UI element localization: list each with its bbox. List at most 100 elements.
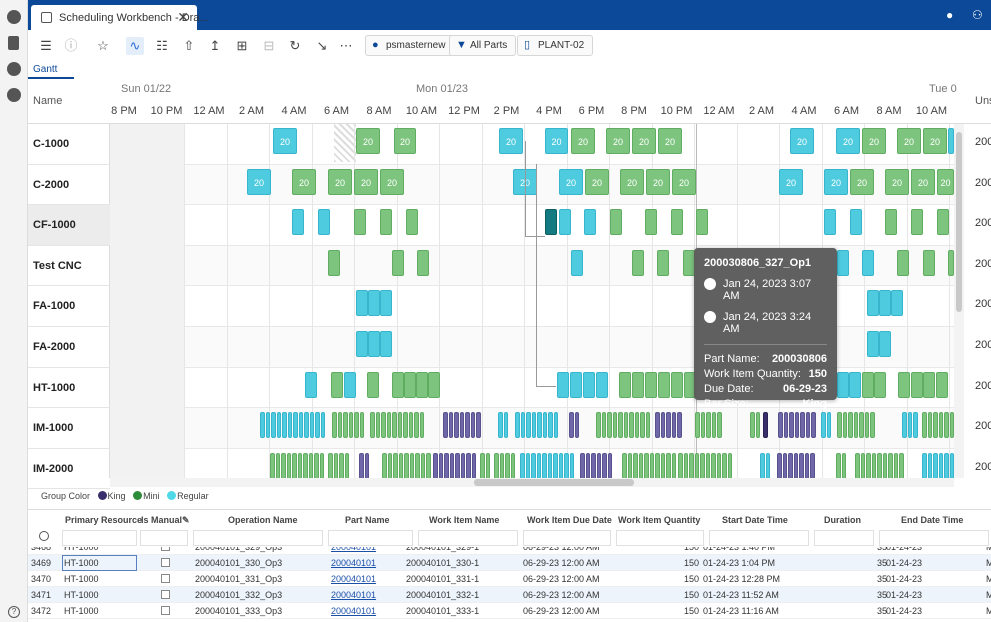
operation-bar[interactable] <box>571 249 583 276</box>
operation-bar[interactable]: 20 <box>862 128 886 154</box>
document-icon[interactable] <box>8 36 19 50</box>
operation-bar[interactable] <box>387 452 392 478</box>
operation-bar[interactable] <box>821 412 826 439</box>
add-row-icon[interactable]: ⊞ <box>236 38 248 53</box>
operation-bar[interactable] <box>275 452 280 478</box>
operation-bar[interactable] <box>526 412 531 439</box>
filter-end[interactable] <box>879 530 989 546</box>
list-view-icon[interactable]: ☷ <box>156 38 168 53</box>
operation-bar[interactable]: 20 <box>646 168 670 195</box>
operation-bar[interactable] <box>804 452 809 478</box>
operation-bar[interactable] <box>694 452 699 478</box>
operation-bar[interactable] <box>860 452 865 478</box>
operation-bar[interactable] <box>596 371 608 398</box>
operation-bar[interactable] <box>380 290 392 317</box>
operation-bar[interactable] <box>537 412 542 439</box>
operation-bar[interactable] <box>368 331 380 357</box>
filter-part-name[interactable] <box>328 530 413 546</box>
grid-row[interactable]: 3468 HT-1000 200040101_329_Op3 200040101 200… <box>28 547 991 555</box>
filter-operation-name[interactable] <box>193 530 323 546</box>
operation-bar[interactable] <box>303 452 308 478</box>
operation-bar[interactable] <box>359 412 364 439</box>
operation-bar[interactable] <box>888 452 893 478</box>
operation-bar[interactable] <box>408 412 413 439</box>
operation-bar[interactable] <box>328 452 333 478</box>
chart-icon[interactable]: ↘ <box>316 38 328 53</box>
operation-bar[interactable] <box>750 412 755 439</box>
operation-bar[interactable] <box>645 412 650 439</box>
operation-bar[interactable] <box>649 452 654 478</box>
operation-bar[interactable] <box>276 412 281 439</box>
operation-bar[interactable] <box>444 452 449 478</box>
operation-bar[interactable] <box>862 371 874 398</box>
operation-bar[interactable] <box>459 412 464 439</box>
operation-bar[interactable] <box>419 412 424 439</box>
operation-bar[interactable] <box>584 209 596 236</box>
refresh-icon[interactable]: ↻ <box>289 38 301 53</box>
operation-bar[interactable] <box>314 452 319 478</box>
operation-bar[interactable] <box>531 412 536 439</box>
operation-bar[interactable] <box>938 452 943 478</box>
operation-bar[interactable] <box>885 209 897 236</box>
operation-bar[interactable]: 20 <box>672 168 696 195</box>
operation-bar[interactable] <box>596 452 601 478</box>
operation-bar[interactable] <box>645 209 657 236</box>
operation-bar[interactable] <box>393 452 398 478</box>
operation-bar[interactable] <box>304 412 309 439</box>
operation-bar[interactable] <box>948 128 954 154</box>
operation-bar[interactable] <box>794 412 799 439</box>
operation-bar[interactable] <box>498 412 503 439</box>
col-duration[interactable]: Duration <box>824 515 861 525</box>
operation-bar[interactable] <box>569 452 574 478</box>
operation-bar[interactable] <box>414 412 419 439</box>
col-start-date-time[interactable]: Start Date Time <box>722 515 788 525</box>
operation-bar[interactable] <box>485 452 490 478</box>
operation-bar[interactable] <box>404 452 409 478</box>
operation-bar[interactable] <box>591 452 596 478</box>
operation-bar[interactable] <box>480 452 485 478</box>
operation-bar[interactable]: 20 <box>923 128 947 154</box>
operation-bar[interactable] <box>494 452 499 478</box>
operation-bar[interactable]: 20 <box>620 168 644 195</box>
filter-primary-resource[interactable] <box>62 530 137 546</box>
operation-bar[interactable] <box>583 371 595 398</box>
operation-bar[interactable] <box>332 412 337 439</box>
operation-bar[interactable] <box>260 412 265 439</box>
operation-bar[interactable] <box>870 412 875 439</box>
operation-bar[interactable] <box>949 412 954 439</box>
filter-is-manual[interactable] <box>140 530 188 546</box>
operation-bar[interactable] <box>392 371 404 398</box>
col-operation-name[interactable]: Operation Name <box>228 515 298 525</box>
operation-bar[interactable] <box>542 452 547 478</box>
operation-bar[interactable]: 20 <box>585 168 609 195</box>
operation-bar[interactable] <box>382 452 387 478</box>
operation-bar[interactable] <box>711 412 716 439</box>
operation-bar[interactable] <box>799 452 804 478</box>
operation-bar[interactable] <box>607 452 612 478</box>
operation-bar[interactable] <box>569 412 574 439</box>
operation-bar[interactable] <box>580 452 585 478</box>
operation-bar[interactable] <box>644 452 649 478</box>
operation-bar[interactable] <box>666 412 671 439</box>
operation-bar[interactable] <box>503 412 508 439</box>
operation-bar[interactable] <box>850 209 862 236</box>
operation-bar[interactable] <box>344 371 356 398</box>
col-work-item-quantity[interactable]: Work Item Quantity <box>618 515 701 525</box>
col-end-date-time[interactable]: End Date Time <box>901 515 964 525</box>
operation-bar[interactable] <box>403 412 408 439</box>
gantt-view-icon[interactable]: ∿ <box>126 37 144 55</box>
resource-row[interactable]: C-1000 <box>28 124 110 165</box>
operation-bar[interactable] <box>292 209 304 236</box>
notification-icon[interactable]: ● <box>946 8 954 22</box>
grid-row[interactable]: 3471 HT-1000 200040101_332_Op3 200040101 200… <box>28 587 991 603</box>
operation-bar[interactable] <box>570 371 582 398</box>
operation-bar[interactable] <box>415 452 420 478</box>
operation-bar[interactable] <box>782 452 787 478</box>
resource-row[interactable]: CF-1000 <box>28 205 110 246</box>
operation-bar[interactable] <box>837 249 849 276</box>
filter-duration[interactable] <box>814 530 874 546</box>
operation-bar[interactable] <box>548 412 553 439</box>
cell-part-name[interactable]: 200040101 <box>331 590 377 600</box>
operation-bar[interactable] <box>612 412 617 439</box>
operation-bar[interactable] <box>862 249 874 276</box>
